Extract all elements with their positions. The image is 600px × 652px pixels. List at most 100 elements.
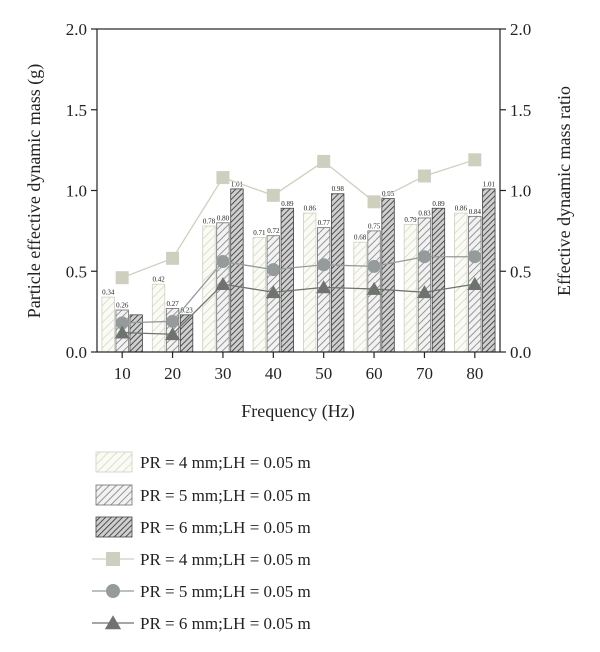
bar-label-s3-80: 1.01: [483, 180, 496, 188]
y2-tick-label: 2.0: [510, 20, 531, 39]
bar-label-s1-70: 0.79: [404, 216, 417, 224]
x-tick-label-30: 30: [214, 364, 231, 383]
y2-axis-title: Effective dynamic mass ratio: [554, 86, 574, 296]
legend-swatch-bar-s2: [95, 484, 133, 506]
bar-s1-70: [403, 224, 418, 353]
legend-swatch-bar-s1: [95, 451, 133, 473]
line-marker-s3-30: [215, 277, 231, 291]
legend-marker-s2: [106, 584, 120, 598]
x-tick-label-80: 80: [466, 364, 483, 383]
line-marker-s1-50: [317, 154, 331, 168]
legend-marker-s1: [106, 552, 120, 566]
x-axis-title: Frequency (Hz): [241, 401, 354, 422]
line-marker-s2-80: [468, 250, 482, 264]
line-marker-s3-20: [165, 327, 181, 341]
x-axis-ticks: 10 20 30 40 50 60 70 80: [114, 352, 483, 383]
line-marker-s3-60: [366, 281, 382, 295]
bar-label-s2-80: 0.84: [469, 208, 482, 216]
line-marker-s3-40: [265, 285, 281, 299]
bar-label-s2-40: 0.72: [267, 227, 280, 235]
bar-s1-60: [353, 241, 367, 353]
legend-marker-s3: [104, 615, 122, 630]
bar-label-s1-40: 0.71: [253, 229, 266, 237]
bar-layer: [101, 188, 496, 353]
line-marker-s1-40: [266, 188, 280, 202]
bar-label-s1-60: 0.68: [354, 234, 367, 242]
line-marker-s1-30: [216, 171, 230, 185]
x-tick-label-40: 40: [265, 364, 282, 383]
legend-label-bar-s3: PR = 6 mm;LH = 0.05 m: [140, 518, 311, 537]
line-marker-s2-40: [266, 263, 280, 277]
line-marker-s1-70: [417, 169, 431, 183]
bar-s1-50: [303, 212, 317, 353]
bar-label-s3-40: 0.89: [281, 200, 294, 208]
x-tick-label-20: 20: [164, 364, 181, 383]
bar-label-s2-30: 0.80: [217, 214, 230, 222]
y-tick-label: 1.5: [66, 101, 87, 120]
line-s1: [121, 159, 476, 279]
line-marker-s3-50: [316, 280, 332, 294]
line-marker-s2-50: [317, 258, 331, 272]
line-s2: [122, 256, 475, 324]
legend-label-line-s3: PR = 6 mm;LH = 0.05 m: [140, 614, 311, 633]
bar-s3-70: [431, 207, 446, 353]
line-marker-s2-30: [216, 255, 230, 269]
bar-s1-10: [101, 296, 115, 353]
bar-label-s3-50: 0.98: [332, 185, 345, 193]
bar-label-s3-30: 1.01: [231, 180, 244, 188]
line-marker-s2-70: [417, 250, 431, 264]
line-marker-s1-10: [115, 271, 129, 285]
bar-s3-30: [230, 188, 244, 353]
line-marker-s1-20: [166, 251, 180, 265]
y2-tick-label: 1.5: [510, 101, 531, 120]
line-marker-s3-70: [416, 285, 432, 299]
bar-s1-30: [202, 225, 216, 353]
line-marker-s2-20: [166, 314, 180, 328]
bar-label-s1-50: 0.86: [304, 205, 317, 213]
line-marker-s2-60: [367, 259, 381, 273]
bar-s1-40: [252, 236, 266, 353]
bar-s1-20: [151, 283, 166, 353]
line-s3: [122, 283, 475, 335]
y2-tick-label: 0.0: [510, 343, 531, 362]
bar-label-s2-70: 0.83: [418, 209, 431, 217]
legend: PR = 4 mm;LH = 0.05 m PR = 5 mm;LH = 0.05…: [92, 451, 311, 633]
left-y-axis-ticks: 0.0 0.5 1.0 1.5 2.0: [66, 20, 97, 362]
bar-s2-70: [417, 217, 432, 353]
x-tick-label-60: 60: [366, 364, 383, 383]
line-layer: [114, 153, 483, 341]
bar-label-s2-10: 0.26: [116, 302, 129, 310]
y-tick-label: 0.5: [66, 262, 87, 281]
bar-label-s3-70: 0.89: [432, 200, 445, 208]
x-tick-label-50: 50: [315, 364, 332, 383]
bar-s1-80: [454, 212, 468, 353]
bar-s3-40: [280, 207, 294, 353]
line-marker-s1-80: [468, 153, 482, 167]
y-tick-label: 0.0: [66, 343, 87, 362]
line-marker-s1-60: [367, 195, 381, 209]
bar-s3-80: [482, 188, 496, 353]
bar-label-s2-60: 0.75: [368, 222, 381, 230]
y2-tick-label: 0.5: [510, 262, 531, 281]
x-tick-label-10: 10: [114, 364, 131, 383]
bar-label-s1-20: 0.42: [152, 276, 165, 284]
bar-label-s2-20: 0.27: [166, 300, 179, 308]
y-tick-label: 1.0: [66, 182, 87, 201]
bar-label-s1-30: 0.78: [203, 218, 216, 226]
y-axis-title: Particle effective dynamic mass (g): [24, 64, 45, 319]
legend-label-line-s1: PR = 4 mm;LH = 0.05 m: [140, 550, 311, 569]
legend-label-bar-s2: PR = 5 mm;LH = 0.05 m: [140, 486, 311, 505]
bar-data-labels: 0.34 0.42 0.78 0.71 0.86 0.68 0.79 0.86 0.26 0.27…: [102, 180, 495, 314]
bar-s3-60: [381, 198, 395, 353]
right-y-axis-ticks: 0.0 0.5 1.0 1.5 2.0: [500, 20, 531, 362]
legend-label-line-s2: PR = 5 mm;LH = 0.05 m: [140, 582, 311, 601]
bar-label-s2-50: 0.77: [318, 219, 331, 227]
bar-s3-50: [331, 193, 345, 353]
line-marker-s3-10: [114, 325, 130, 339]
bar-label-s3-20: 0.23: [180, 306, 193, 314]
bar-label-s1-10: 0.34: [102, 289, 115, 297]
line-marker-s2-10: [115, 316, 129, 330]
legend-label-bar-s1: PR = 4 mm;LH = 0.05 m: [140, 453, 311, 472]
bar-label-s1-80: 0.86: [455, 205, 468, 213]
